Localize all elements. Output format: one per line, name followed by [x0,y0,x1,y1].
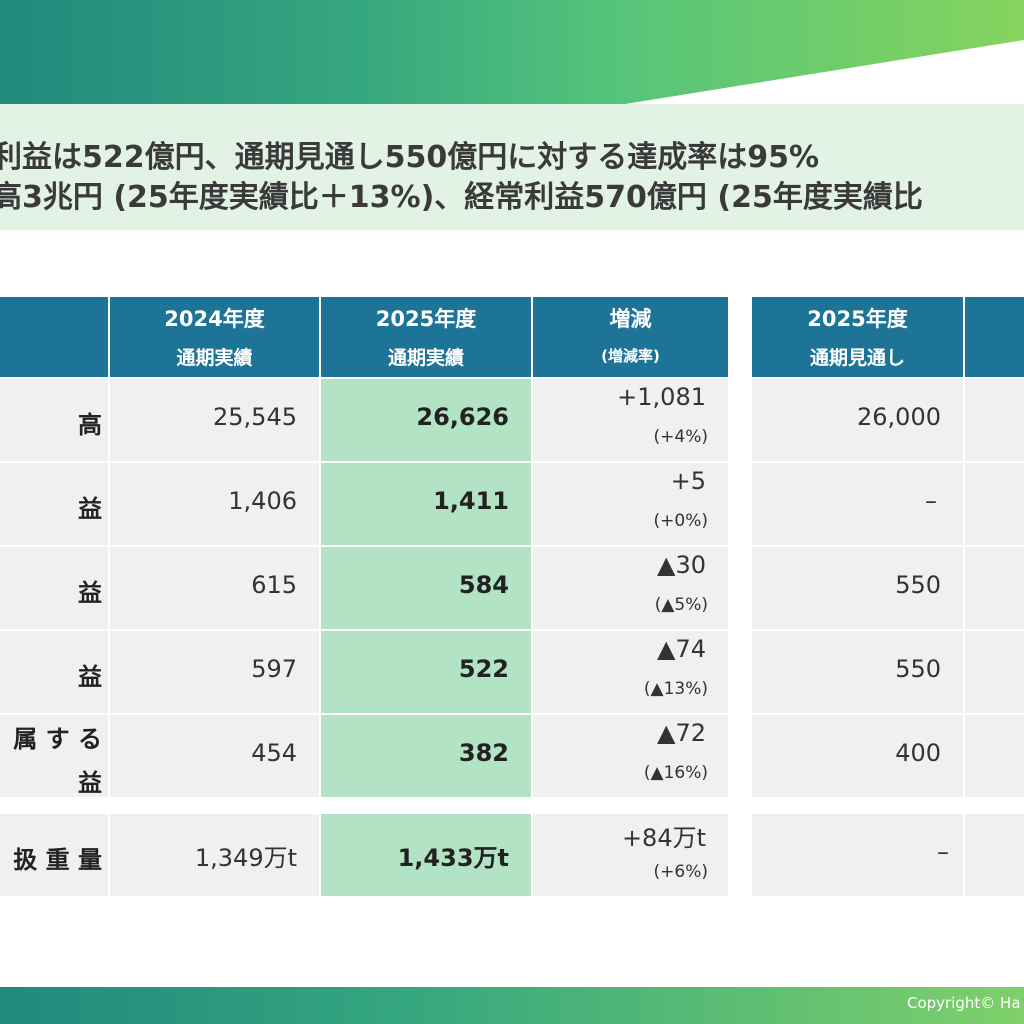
cell-change: ▲30 (▲5%) [533,547,728,629]
cell-change-rate: (▲13%) [643,679,708,699]
cell-change: +1,081 (+4%) [533,379,728,461]
row-label-text: 扱 重 量 [13,846,102,874]
cell-fy2024-value: 1,349万t [194,844,297,872]
cell-fy2024: 597 [110,631,319,713]
row-label-text-line-1: 属 す る [13,725,102,753]
header-change-title: 増減 [609,307,652,331]
cell-fy2025-value: 382 [458,739,509,767]
cell-forecast: – [752,463,963,545]
cell-forecast: 26,000 [752,379,963,461]
headline-line-2: 高3兆円 (25年度実績比＋13%)、経常利益570億円 (25年度実績比 [0,180,923,215]
cell-change-rate: (▲16%) [643,763,708,783]
cell-fy2025-value: 1,411 [433,487,509,515]
cell-change-rate: (▲5%) [654,595,708,615]
headline-line-1: 利益は522億円、通期見通し550億円に対する達成率は95% [0,140,820,175]
headline-box [0,104,1024,230]
cell-fy2025: 1,433万t [321,814,531,896]
cell-forecast: 400 [752,715,963,797]
cell-extra [965,547,1024,629]
cell-change: ▲74 (▲13%) [533,631,728,713]
header-fy2025-sub: 通期実績 [387,347,464,369]
cell-fy2024: 25,545 [110,379,319,461]
row-label: 益 [0,631,108,713]
header-change: 増減 (増減率) [533,297,728,377]
row-label: 属 す る 益 [0,715,108,797]
cell-change-amount: ▲74 [657,635,706,663]
cell-extra [965,814,1024,896]
cell-change-amount: ▲30 [657,551,706,579]
cell-change-amount: +1,081 [617,383,706,411]
cell-change: +5 (+0%) [533,463,728,545]
cell-fy2024-value: 615 [251,571,297,599]
row-label: 高 [0,379,108,461]
cell-forecast-value: – [925,487,937,515]
cell-extra [965,379,1024,461]
header-fy2024-year: 2024年度 [164,307,265,331]
header-change-sub: (増減率) [601,347,660,365]
cell-fy2024-value: 1,406 [228,487,297,515]
header-label-column [0,297,108,377]
cell-fy2025-value: 26,626 [416,403,509,431]
cell-fy2025-value: 522 [458,655,509,683]
row-label: 扱 重 量 [0,814,108,896]
header-forecast-year: 2025年度 [807,307,908,331]
row-label-text-line-2: 益 [78,769,102,797]
cell-forecast: 550 [752,631,963,713]
cell-forecast-value: 550 [895,571,941,599]
cell-fy2025: 584 [321,547,531,629]
row-label: 益 [0,463,108,545]
cell-fy2024: 1,406 [110,463,319,545]
cell-fy2024: 454 [110,715,319,797]
header-forecast-sub: 通期見通し [809,347,905,369]
cell-change-rate: (+0%) [653,511,708,531]
header-fy2024-sub: 通期実績 [176,347,253,369]
cell-forecast: 550 [752,547,963,629]
cell-fy2025-value: 1,433万t [397,844,509,872]
cell-change-rate: (+4%) [653,427,708,447]
header-fy2025-actual: 2025年度 通期実績 [321,297,531,377]
row-label-text: 益 [78,495,102,523]
cell-fy2024-value: 454 [251,739,297,767]
cell-fy2024: 615 [110,547,319,629]
cell-change-rate: (+6%) [653,862,708,882]
cell-extra [965,631,1024,713]
cell-forecast-value: 400 [895,739,941,767]
cell-fy2024-value: 25,545 [213,403,297,431]
cell-fy2025: 1,411 [321,463,531,545]
cell-change: ▲72 (▲16%) [533,715,728,797]
cell-change-amount: +5 [670,467,706,495]
header-fy2024-actual: 2024年度 通期実績 [110,297,319,377]
header-fy2025-year: 2025年度 [375,307,477,331]
cell-fy2024-value: 597 [251,655,297,683]
cell-forecast: – [752,814,963,896]
row-label-text: 高 [78,411,102,439]
cell-forecast-value: 550 [895,655,941,683]
cell-fy2025-value: 584 [458,571,509,599]
cell-extra [965,463,1024,545]
cell-fy2025: 382 [321,715,531,797]
cell-change-amount: ▲72 [657,719,706,747]
cell-fy2025: 522 [321,631,531,713]
header-extra-column [965,297,1024,377]
row-label-text: 益 [78,663,102,691]
row-label-text: 益 [78,579,102,607]
cell-forecast-value: – [937,838,949,866]
row-label: 益 [0,547,108,629]
footer-banner [0,987,1024,1024]
cell-forecast-value: 26,000 [857,403,941,431]
cell-change-amount: +84万t [621,824,706,852]
cell-fy2024: 1,349万t [110,814,319,896]
cell-extra [965,715,1024,797]
cell-change: +84万t (+6%) [533,814,728,896]
header-fy2025-forecast: 2025年度 通期見通し [752,297,963,377]
cell-fy2025: 26,626 [321,379,531,461]
banner-wedge-decoration [625,40,1024,104]
copyright-text: Copyright© Ha [907,994,1021,1012]
